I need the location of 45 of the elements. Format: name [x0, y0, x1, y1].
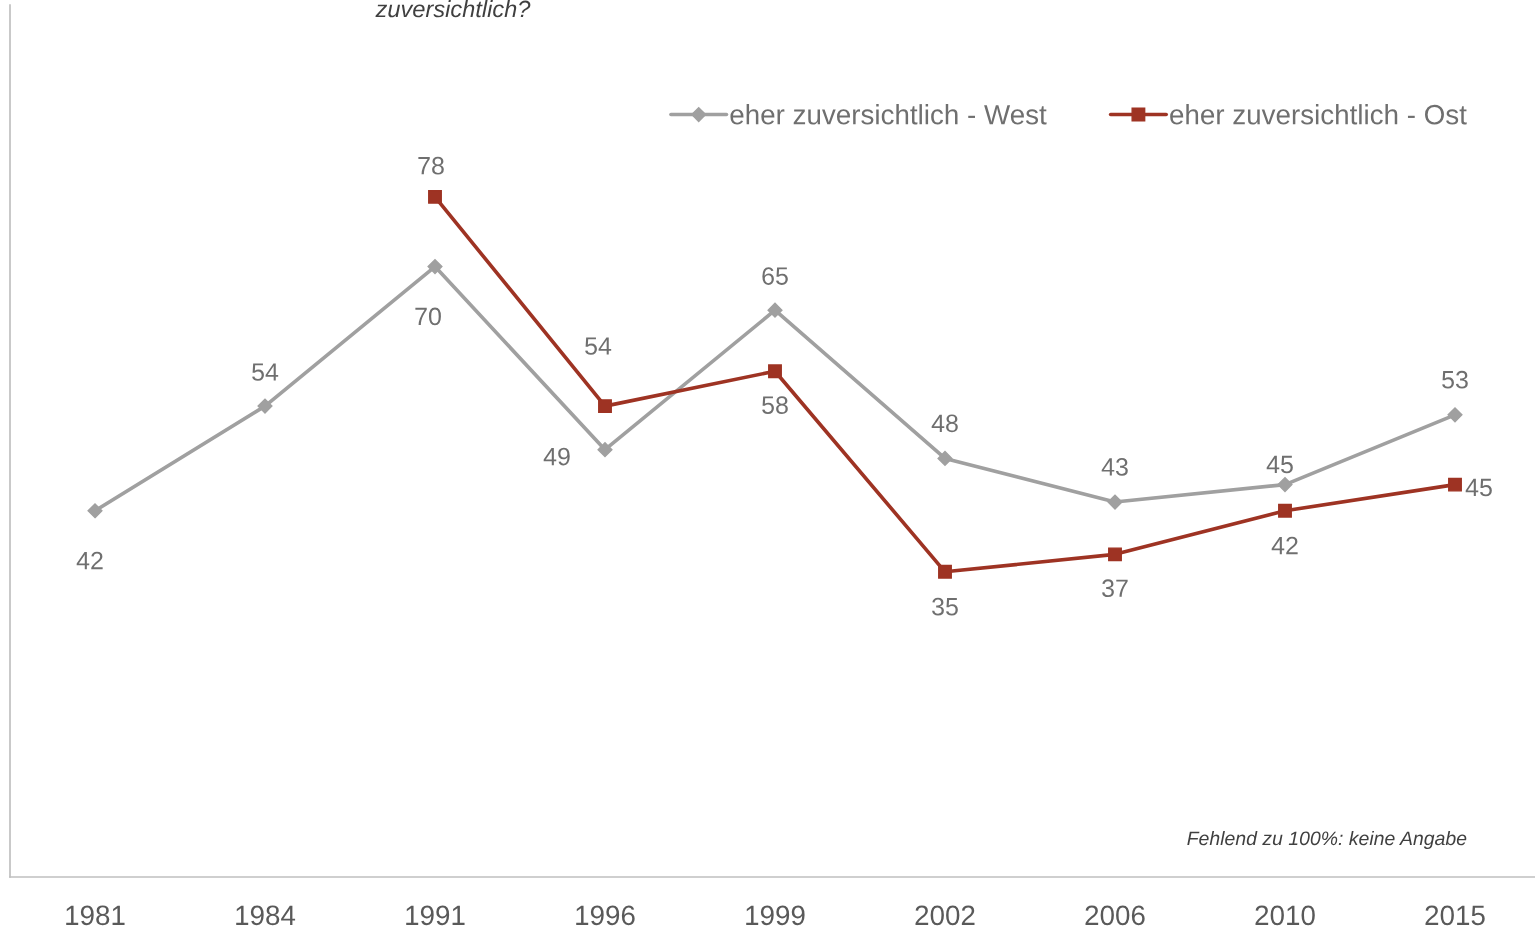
point [598, 399, 612, 414]
data-label: 45 [1266, 455, 1293, 474]
data-label: 53 [1442, 370, 1468, 389]
x-tick-label: 1991 [406, 905, 465, 926]
annotation: Fehlend zu 100%: keine Angabe [1187, 830, 1467, 850]
data-label: 48 [931, 414, 958, 433]
point [427, 259, 443, 275]
data-label: 42 [76, 551, 103, 570]
x-tick-label: 1996 [576, 905, 635, 926]
data-label: 78 [418, 156, 444, 175]
x-tick-label: 1999 [746, 905, 805, 926]
data-label: 49 [543, 447, 570, 466]
point [87, 503, 103, 519]
legend-label: eher zuversichtlich - West [730, 104, 1047, 125]
data-label: 58 [762, 396, 788, 414]
x-tick-label: 1984 [236, 905, 296, 926]
point [1448, 477, 1462, 492]
data-label: 70 [415, 307, 441, 326]
data-label: 42 [1271, 536, 1298, 555]
point [1108, 547, 1122, 562]
x-tick-label: 2006 [1085, 905, 1145, 926]
point [597, 442, 613, 458]
point [1277, 477, 1293, 493]
point [937, 450, 953, 467]
data-label: 54 [252, 363, 279, 381]
legend-label: eher zuversichtlich - Ost [1170, 104, 1467, 125]
point [257, 398, 273, 414]
data-label: 35 [932, 597, 958, 616]
point [428, 189, 442, 204]
point [1447, 407, 1463, 423]
point [768, 364, 782, 379]
x-tick-label: 2010 [1255, 905, 1315, 926]
data-label: 54 [585, 337, 612, 355]
chart-title: zuversichtlich? [375, 0, 531, 18]
data-label: 45 [1465, 478, 1492, 497]
data-label: 37 [1102, 579, 1128, 598]
point [938, 564, 952, 579]
data-label: 43 [1101, 458, 1128, 476]
x-tick-label: 1981 [66, 905, 125, 926]
x-tick-label: 2002 [915, 905, 975, 926]
x-tick-label: 2015 [1425, 905, 1485, 926]
point [1107, 494, 1123, 510]
point [1278, 503, 1292, 518]
point [767, 302, 783, 318]
data-label: 65 [762, 267, 788, 285]
